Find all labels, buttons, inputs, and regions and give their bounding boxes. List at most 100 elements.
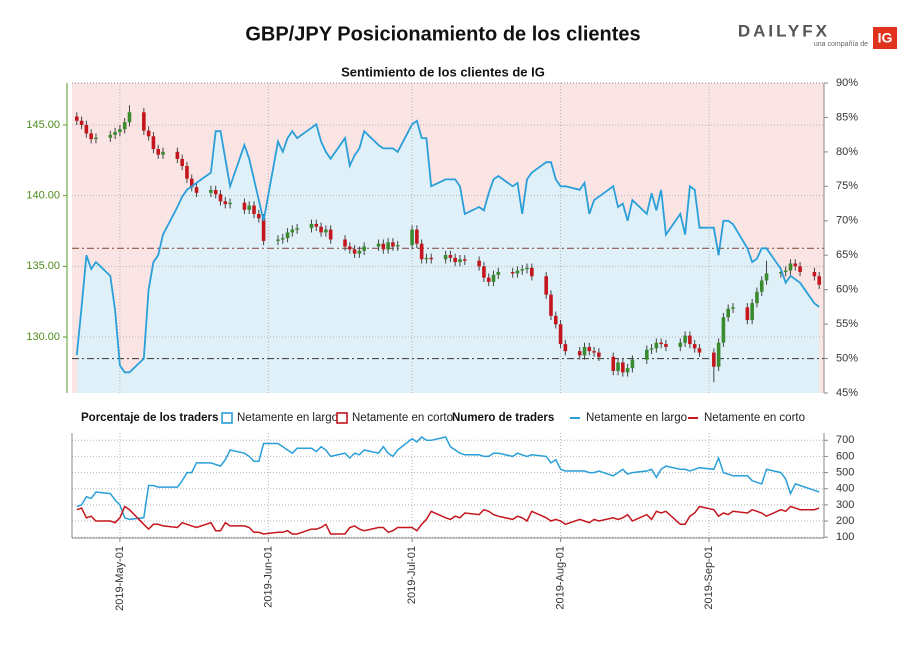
y2-tick-label: 90% bbox=[836, 77, 858, 89]
y-tick-label: 140.00 bbox=[26, 190, 60, 202]
candle-body bbox=[218, 194, 223, 202]
candle-body bbox=[348, 246, 352, 250]
candle-body bbox=[793, 263, 798, 267]
candle-body bbox=[788, 263, 793, 271]
traders-line bbox=[76, 436, 820, 521]
logo-tagline: una compañía de bbox=[814, 41, 868, 48]
chart-title: GBP/JPY Posicionamiento de los clientes bbox=[245, 23, 640, 45]
candle-body bbox=[625, 368, 630, 373]
candle-body bbox=[280, 238, 285, 240]
candle-body bbox=[482, 266, 486, 278]
candle-body bbox=[242, 202, 247, 210]
candle-body bbox=[477, 260, 481, 267]
candle-body bbox=[314, 223, 319, 227]
candle-body bbox=[798, 266, 802, 272]
candle-body bbox=[319, 226, 323, 233]
legend-title: Porcentaje de los traders bbox=[81, 412, 218, 424]
traders-line bbox=[76, 505, 820, 535]
candle-body bbox=[582, 346, 587, 356]
y2-tick-label: 60% bbox=[836, 284, 858, 296]
y-tick-label: 130.00 bbox=[26, 331, 60, 343]
y-tick-label: 400 bbox=[836, 483, 854, 495]
candle-body bbox=[654, 342, 659, 349]
logo-box bbox=[873, 27, 897, 49]
candle-body bbox=[113, 132, 117, 135]
candle-body bbox=[261, 218, 266, 241]
candle-body bbox=[295, 228, 299, 230]
candle-body bbox=[630, 359, 635, 369]
chart-subtitle: Sentimiento de los clientes de IG bbox=[341, 64, 545, 79]
candle-body bbox=[764, 273, 769, 281]
y-tick-label: 200 bbox=[836, 515, 854, 527]
sentiment-line bbox=[75, 119, 820, 374]
candle-body bbox=[118, 129, 122, 133]
candle-body bbox=[180, 158, 184, 166]
candle-body bbox=[247, 205, 252, 210]
long-area bbox=[76, 120, 820, 394]
candle-body bbox=[194, 187, 199, 193]
candle-body bbox=[491, 274, 496, 282]
candle-body bbox=[175, 151, 180, 159]
candle-body bbox=[122, 122, 127, 130]
candle-body bbox=[549, 294, 553, 316]
candle-body bbox=[659, 342, 663, 345]
candle-body bbox=[362, 246, 366, 251]
candle-body bbox=[726, 308, 731, 318]
candle-body bbox=[127, 112, 132, 123]
candle-body bbox=[462, 259, 467, 261]
logo-brand: DAILYFX bbox=[738, 21, 830, 40]
candle-body bbox=[577, 351, 582, 356]
candle-body bbox=[213, 190, 218, 195]
candle-body bbox=[395, 245, 400, 247]
candle-body bbox=[458, 259, 462, 263]
candle-body bbox=[544, 276, 548, 295]
legend-title: Numero de traders bbox=[452, 412, 554, 424]
candle-body bbox=[223, 201, 228, 205]
y2-tick-label: 65% bbox=[836, 249, 858, 261]
candle-body bbox=[209, 190, 213, 193]
candle-body bbox=[142, 112, 146, 131]
candle-body bbox=[530, 267, 534, 277]
candle-body bbox=[779, 271, 783, 274]
logo-mark: IG bbox=[878, 30, 893, 46]
y2-tick-label: 80% bbox=[836, 146, 858, 158]
candle-body bbox=[621, 362, 625, 373]
candle-body bbox=[496, 271, 501, 275]
candle-body bbox=[189, 178, 194, 188]
candle-body bbox=[357, 250, 362, 254]
candle-body bbox=[309, 223, 314, 229]
candle-body bbox=[510, 271, 515, 274]
candle-body bbox=[750, 303, 754, 321]
candle-body bbox=[649, 348, 654, 350]
legend-label: Netamente en largo bbox=[237, 412, 338, 424]
y2-tick-label: 85% bbox=[836, 111, 858, 123]
candle-body bbox=[721, 317, 726, 343]
candle-body bbox=[443, 255, 448, 260]
candle-body bbox=[678, 342, 683, 347]
x-tick-label: 2019-Aug-01 bbox=[554, 546, 566, 610]
candle-body bbox=[688, 335, 692, 345]
candle-body bbox=[84, 124, 89, 134]
candle-body bbox=[276, 239, 280, 241]
y-tick-label: 145.00 bbox=[26, 119, 60, 131]
candle-body bbox=[525, 267, 529, 270]
legend-swatch bbox=[336, 412, 348, 424]
candle-body bbox=[515, 270, 520, 274]
candle-body bbox=[592, 351, 596, 353]
candle-body bbox=[692, 344, 697, 349]
candle-body bbox=[716, 342, 721, 367]
legend-label: Netamente en corto bbox=[704, 412, 805, 424]
candle-body bbox=[759, 280, 764, 292]
candle-body bbox=[731, 307, 735, 309]
candle-body bbox=[755, 291, 759, 304]
legend-swatch bbox=[221, 412, 233, 424]
candle-body bbox=[386, 242, 390, 250]
y2-tick-label: 50% bbox=[836, 352, 858, 364]
x-tick-label: 2019-Jun-01 bbox=[262, 546, 274, 608]
legend-label: Netamente en corto bbox=[352, 412, 453, 424]
candle-body bbox=[448, 255, 453, 258]
candle-body bbox=[252, 205, 256, 215]
candle-body bbox=[376, 243, 381, 247]
candle-body bbox=[257, 214, 261, 219]
